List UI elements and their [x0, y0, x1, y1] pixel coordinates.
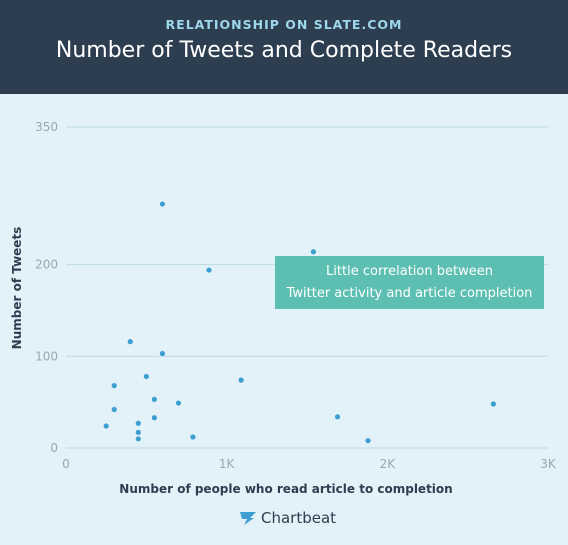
- data-points: [103, 201, 496, 444]
- annotation-line-1: Little correlation between: [326, 263, 493, 279]
- axis-ticks: 0 100 200 350 0 1K 2K 3K: [35, 120, 557, 471]
- annotation-line-2: Twitter activity and article completion: [286, 285, 533, 301]
- data-point-11: [490, 401, 496, 407]
- chart-title: Number of Tweets and Complete Readers: [55, 38, 513, 63]
- y-tick-label: 0: [50, 441, 58, 455]
- data-point-8: [151, 396, 157, 402]
- data-point-17: [135, 436, 141, 442]
- chartbeat-logo-icon: [240, 512, 256, 525]
- data-point-5: [143, 373, 149, 380]
- data-point-3: [127, 339, 133, 345]
- x-tick-label: 3K: [540, 457, 557, 471]
- x-tick-label: 1K: [219, 457, 236, 471]
- y-tick-label: 200: [35, 258, 58, 272]
- data-point-4: [159, 350, 165, 357]
- data-point-13: [334, 414, 341, 420]
- annotation-callout: Little correlation between Twitter activ…: [275, 256, 544, 309]
- data-point-7: [111, 383, 117, 389]
- data-point-19: [365, 438, 371, 444]
- brand-name: Chartbeat: [261, 509, 337, 527]
- data-point-6: [238, 377, 244, 383]
- header-banner: RELATIONSHIP ON SLATE.COM Number of Twee…: [0, 0, 568, 94]
- brand-footer: Chartbeat: [238, 508, 336, 528]
- data-point-12: [151, 415, 157, 421]
- data-point-15: [103, 423, 109, 429]
- data-point-18: [190, 434, 196, 440]
- y-tick-label: 350: [35, 120, 58, 134]
- x-tick-label: 2K: [380, 457, 397, 471]
- x-tick-label: 0: [62, 457, 70, 471]
- data-point-2: [206, 267, 212, 273]
- data-point-1: [310, 249, 317, 255]
- data-point-9: [175, 400, 182, 406]
- kicker-text: RELATIONSHIP ON SLATE.COM: [165, 17, 403, 32]
- data-point-16: [135, 429, 141, 436]
- data-point-0: [159, 201, 165, 207]
- data-point-10: [111, 406, 117, 413]
- y-tick-label: 100: [35, 349, 58, 363]
- x-axis-label: Number of people who read article to com…: [119, 482, 453, 496]
- y-axis-label: Number of Tweets: [10, 226, 24, 350]
- data-point-14: [135, 420, 141, 426]
